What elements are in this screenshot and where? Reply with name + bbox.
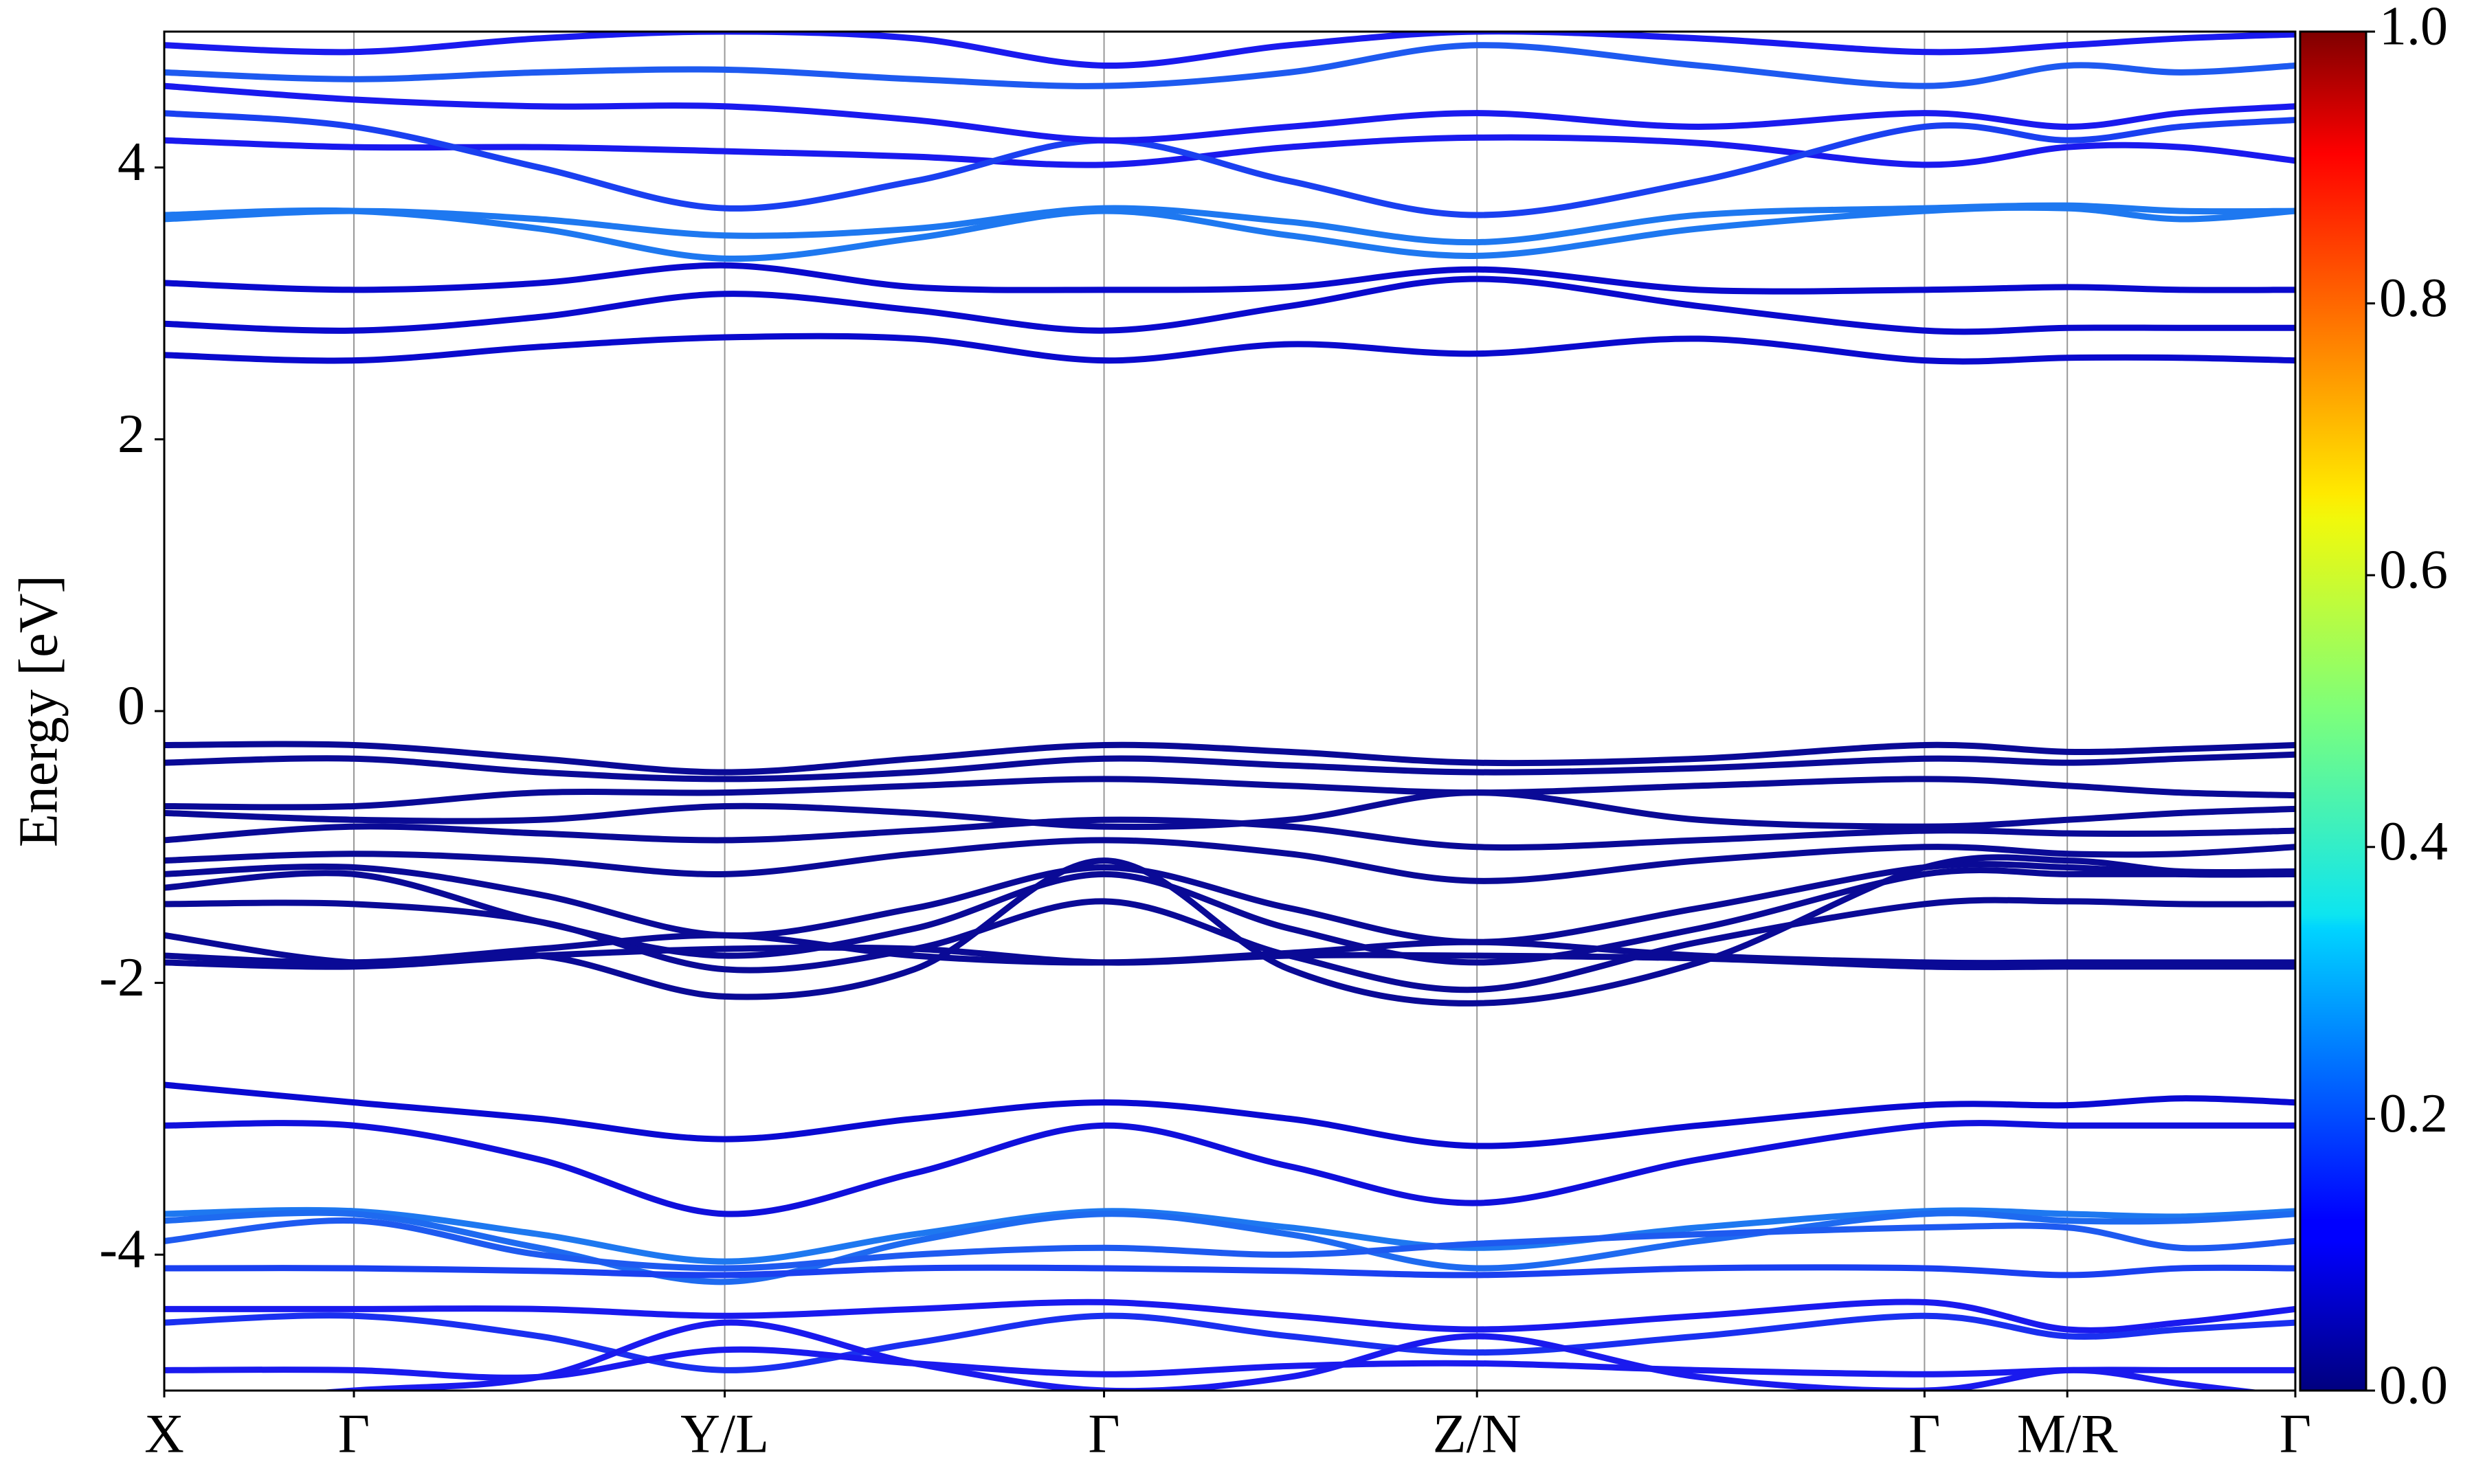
band-line [164,861,2295,945]
band-line [164,1217,2295,1272]
band-line [164,1081,2295,1149]
colorbar-tick-label: 0.6 [2379,540,2448,600]
colorbar-tick-label: 1.0 [2379,0,2448,56]
band-line [164,42,2295,89]
band-line [311,1319,2264,1391]
colorbar-tick-label: 0.2 [2379,1083,2448,1144]
band-line [164,1346,2295,1381]
colorbar-tick-label: 0.0 [2379,1355,2448,1415]
band-line [164,944,2295,971]
band-line [164,741,2295,776]
bands [164,32,2295,1391]
x-tick-label: X [144,1404,184,1464]
y-axis-label: Energy [eV] [8,575,69,847]
y-tick-label: -2 [99,947,145,1008]
x-tick-label: Γ [1908,1404,1940,1464]
band-line [164,1298,2295,1334]
y-tick-label: 4 [118,132,145,192]
x-tick-label: Γ [338,1404,370,1464]
band-line [164,134,2295,168]
colorbar-tick-label: 0.8 [2379,268,2448,328]
y-tick-label: -4 [99,1219,145,1280]
band-line [164,816,2295,851]
band-line [164,32,2295,69]
grid [164,32,2296,1391]
band-line [164,262,2295,295]
x-tick-label: Z/N [1433,1404,1522,1464]
plot-frame [163,30,2297,1392]
band-line [164,897,2295,993]
band-line [164,110,2295,218]
band-line [164,1120,2295,1217]
band-line [164,837,2295,884]
x-tick-label: Γ [1088,1404,1119,1464]
x-tick-label: Γ [2280,1404,2311,1464]
band-line [164,82,2295,144]
band-line [164,1264,2295,1279]
colorbar [2299,30,2367,1392]
band-line [164,202,2295,246]
y-tick-label: 2 [118,404,145,464]
y-tick-label: 0 [118,675,145,736]
band-line [164,789,2295,831]
band-line [164,333,2295,365]
band-line [164,854,2295,1007]
band-line [164,776,2295,811]
band-line [164,1206,2295,1265]
band-line [164,1209,2295,1285]
band-line [164,276,2295,335]
x-tick-label: M/R [2017,1404,2118,1464]
colorbar-tick-label: 0.4 [2379,811,2448,872]
x-tick-label: Y/L [680,1404,769,1464]
band-line [164,1312,2295,1373]
band-line [164,751,2295,783]
